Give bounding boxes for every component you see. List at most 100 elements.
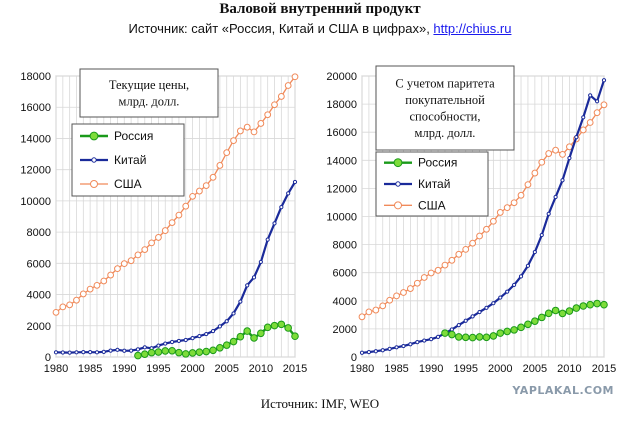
y-tick-label: 12000 [20, 165, 51, 177]
annotation-box [375, 65, 515, 151]
data-point-china [484, 305, 489, 310]
data-point-russia [448, 330, 456, 339]
data-point-usa [365, 308, 373, 316]
annotation-text: покупательной [405, 93, 485, 107]
data-point-usa [230, 137, 237, 145]
y-tick-label: 0 [45, 352, 51, 364]
data-point-china [122, 348, 127, 353]
y-tick-label: 8000 [27, 227, 51, 239]
data-point-usa [52, 308, 60, 316]
data-point-russia [168, 346, 176, 355]
data-point-usa [469, 239, 477, 247]
data-point-usa [100, 277, 108, 285]
y-tick-label: 10000 [326, 212, 357, 224]
data-point-china [518, 274, 524, 279]
y-tick-label: 20000 [326, 71, 357, 83]
data-point-russia [134, 351, 142, 360]
data-point-china [210, 328, 216, 334]
data-point-usa [448, 256, 456, 264]
data-point-russia [489, 332, 498, 340]
legend-marker-usa [394, 201, 402, 210]
data-point-china [67, 350, 72, 355]
data-point-china [108, 348, 113, 353]
y-tick-label: 18000 [20, 71, 51, 83]
annotation-text: способности, [409, 110, 480, 124]
y-tick-label: 10000 [20, 196, 51, 208]
y-tick-label: 0 [351, 352, 357, 364]
data-point-russia [544, 309, 553, 318]
y-tick-label: 14000 [20, 133, 51, 145]
data-point-usa [510, 199, 518, 207]
x-tick-label: 2005 [523, 363, 547, 375]
legend-label-usa: США [418, 198, 446, 212]
data-point-usa [434, 266, 442, 274]
x-tick-label: 2000 [488, 363, 512, 375]
data-point-russia [551, 306, 560, 315]
legend-marker-china [395, 181, 401, 187]
data-point-russia [441, 329, 449, 337]
subtitle-text: Источник: сайт «Россия, Китай и США в ци… [128, 21, 434, 36]
data-point-usa [182, 202, 190, 210]
data-point-russia [579, 302, 588, 310]
data-point-usa [545, 150, 553, 157]
data-point-russia [263, 323, 272, 332]
watermark: YAPLAKAL.COM [512, 384, 614, 397]
source-link[interactable]: http://chius.ru [433, 21, 512, 36]
data-point-russia [202, 347, 211, 356]
data-point-usa [586, 119, 594, 126]
data-point-usa [86, 285, 94, 293]
legend-label-usa: США [114, 177, 142, 191]
data-point-russia [181, 350, 190, 358]
data-point-russia [209, 346, 217, 355]
data-point-russia [461, 333, 470, 342]
data-point-russia [188, 349, 197, 357]
data-point-usa [284, 82, 292, 89]
data-point-china [539, 232, 544, 238]
legend-marker-china [91, 157, 97, 163]
data-point-china [53, 350, 59, 355]
data-point-china [401, 343, 406, 349]
data-point-china [588, 93, 593, 98]
data-point-usa [73, 296, 80, 304]
data-point-china [258, 259, 263, 265]
data-point-china [366, 349, 372, 355]
data-point-usa [552, 146, 559, 154]
data-point-usa [223, 149, 231, 157]
data-point-usa [114, 265, 121, 273]
data-point-china [101, 349, 106, 354]
data-point-usa [209, 173, 217, 181]
x-tick-label: 2015 [283, 363, 307, 375]
data-point-usa [496, 209, 504, 216]
data-point-usa [476, 232, 483, 240]
data-point-china [581, 115, 586, 120]
data-point-usa [489, 217, 497, 225]
data-point-usa [593, 109, 601, 117]
data-point-usa [264, 111, 272, 119]
data-point-usa [59, 303, 67, 311]
data-point-china [88, 350, 93, 355]
data-point-russia [140, 350, 149, 358]
data-point-china [292, 179, 298, 185]
data-point-china [217, 324, 222, 329]
x-tick-label: 1990 [419, 363, 443, 375]
y-tick-label: 4000 [333, 296, 357, 308]
data-point-china [224, 319, 229, 324]
data-point-usa [531, 169, 539, 177]
data-point-russia [572, 304, 581, 312]
data-point-russia [468, 333, 477, 342]
data-point-russia [537, 313, 546, 322]
data-point-china [251, 275, 257, 280]
data-point-russia [510, 326, 518, 334]
y-tick-label: 6000 [27, 258, 51, 270]
y-tick-label: 6000 [333, 268, 357, 280]
x-tick-label: 1980 [350, 363, 374, 375]
data-point-usa [407, 285, 414, 292]
data-point-china [176, 338, 182, 344]
data-point-usa [358, 313, 366, 321]
data-point-russia [524, 320, 532, 329]
data-point-china [190, 336, 195, 341]
data-point-usa [524, 181, 532, 189]
x-tick-label: 2010 [249, 363, 273, 375]
data-point-china [156, 343, 161, 348]
data-point-usa [93, 281, 101, 289]
